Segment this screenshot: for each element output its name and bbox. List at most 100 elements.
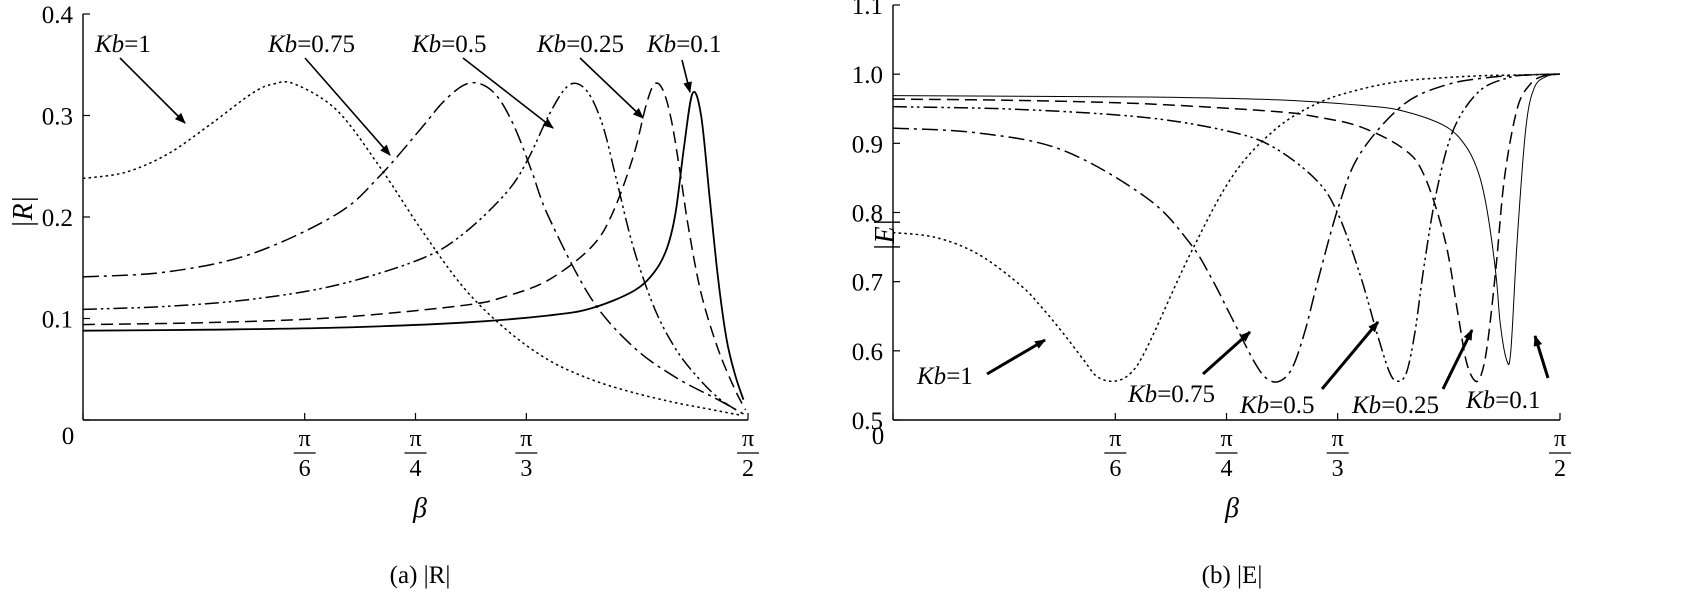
annotation-label: Kb=0.75 [1127,381,1215,408]
annotation-label-value: =0.5 [441,31,486,58]
x-tick-denominator: 6 [1109,456,1121,482]
series-line-kb-0-5 [892,73,1560,383]
annotation-kb-0-25: Kb=0.25 [536,31,644,119]
annotation-arrow [1441,329,1474,390]
annotation-label-prefix: Kb [1127,381,1157,408]
annotation-label-prefix: Kb [267,31,297,58]
annotation-arrow [304,57,391,156]
x-tick-denominator: 2 [1554,456,1566,482]
x-tick-fraction-3: π3 [1326,426,1349,482]
annotation-label-value: =0.25 [566,31,624,58]
x-tick-denominator: 6 [299,456,311,482]
series-line-kb-1 [82,80,740,416]
y-tick-label: 0.7 [852,270,883,297]
panel-a-y-label: |R| [8,196,39,229]
annotation-label: Kb=0.5 [411,31,487,58]
series-line-kb-1 [892,73,1560,383]
annotation-label-prefix: Kb [411,31,441,58]
annotation-label-value: =0.5 [1269,392,1314,419]
y-tick-label: 0.1 [42,307,73,334]
annotation-kb-1: Kb=1 [916,338,1046,390]
y-tick-label: 1.1 [852,0,883,20]
series-line-kb-0-75 [892,73,1560,383]
panel-a-annotations: Kb=1 Kb=0.75 Kb=0.5 Kb=0.25 Kb=0.1 [94,31,722,156]
annotation-label-value: =0.75 [297,31,355,58]
annotation-label-prefix: Kb [646,31,676,58]
x-tick-numerator: π [520,426,532,452]
annotation-kb-0-1: Kb=0.1 [646,31,722,94]
series-line-kb-0-5 [82,82,740,413]
x-tick-label: 0 [62,423,75,450]
series-line-kb-0-25 [892,73,1560,383]
y-tick-label: 0.6 [852,339,883,366]
x-tick-numerator: π [299,426,311,452]
annotation-kb-1: Kb=1 [94,31,186,124]
y-tick-label: 0.5 [852,408,883,435]
x-tick-denominator: 3 [520,456,532,482]
panel-b-series [892,73,1560,383]
x-tick-fraction-3: π3 [515,426,538,482]
x-tick-numerator: π [1332,426,1344,452]
y-tick-label: 0.9 [852,131,883,158]
series-line-kb-0-1 [82,91,745,400]
annotation-arrow [1533,334,1550,379]
x-tick-denominator: 4 [1221,456,1233,482]
annotation-label-prefix: Kb [536,31,566,58]
annotation-arrow [119,57,186,124]
annotation-label: Kb=0.25 [1351,392,1439,419]
panel-b-y-label: |E| [870,219,901,252]
annotation-label-prefix: Kb [916,363,946,390]
annotation-label-value: =1 [124,31,151,58]
annotation-label-value: =0.75 [1157,381,1215,408]
annotation-label: Kb=0.1 [646,31,722,58]
x-tick-denominator: 4 [410,456,422,482]
annotation-arrow [1202,330,1251,376]
annotation-label: Kb=1 [916,363,973,390]
x-tick-numerator: π [1109,426,1121,452]
annotation-label-value: =1 [946,363,973,390]
x-tick-denominator: 2 [742,456,754,482]
x-tick-numerator: π [409,426,421,452]
annotation-kb-0-1: Kb=0.1 [1465,334,1550,414]
x-tick-numerator: π [1220,426,1232,452]
panel-a-x-label: β [412,493,427,524]
annotation-label-prefix: Kb [94,31,124,58]
x-tick-fraction-6: π6 [293,426,316,482]
annotation-label-prefix: Kb [1351,392,1381,419]
y-tick-label: 0.3 [42,104,73,131]
x-tick-fraction-2: π2 [737,426,759,482]
annotation-arrow [681,59,692,94]
panel-b-annotations: Kb=1Kb=0.75 Kb=0.5 Kb=0.25 Kb=0.1 [916,321,1550,419]
annotation-label: Kb=0.75 [267,31,355,58]
annotation-arrow [986,338,1046,376]
annotation-arrow [1320,321,1380,390]
annotation-kb-0-25: Kb=0.25 [1351,329,1474,419]
annotation-arrow [462,57,554,129]
panel-a-series [82,80,747,416]
series-line-kb-0-25 [82,82,747,411]
annotation-kb-0-5: Kb=0.5 [411,31,554,129]
annotation-label: Kb=0.1 [1465,387,1541,414]
y-tick-label: 1.0 [852,62,883,89]
x-tick-fraction-6: π6 [1104,426,1127,482]
annotation-label-prefix: Kb [1465,387,1495,414]
annotation-kb-0-75: Kb=0.75 [1127,330,1251,408]
annotation-label: Kb=0.5 [1239,392,1315,419]
x-tick-label: 0 [872,423,885,450]
panel-b-x-label: β [1224,493,1239,524]
annotation-kb-0-5: Kb =0.5 [1239,321,1380,419]
x-tick-fraction-2: π2 [1549,426,1571,482]
annotation-label: Kb=0.25 [536,31,624,58]
panel-a-caption: (a) |R| [390,562,451,589]
annotation-label-value: =0.25 [1381,392,1439,419]
annotation-kb-0-75: Kb=0.75 [267,31,391,156]
x-tick-fraction-4: π4 [404,426,427,482]
y-tick-label: 0.4 [42,2,74,29]
annotation-label-value: =0.1 [676,31,721,58]
series-line-kb-0-75 [82,81,744,415]
